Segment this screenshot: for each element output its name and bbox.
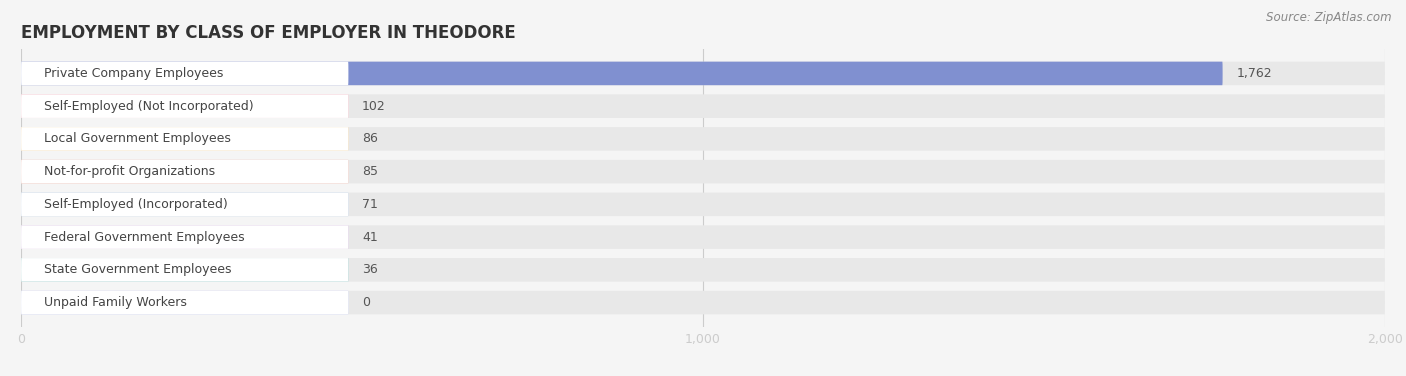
FancyBboxPatch shape bbox=[21, 258, 349, 282]
Text: Federal Government Employees: Federal Government Employees bbox=[44, 230, 245, 244]
Text: 86: 86 bbox=[363, 132, 378, 146]
Text: Source: ZipAtlas.com: Source: ZipAtlas.com bbox=[1267, 11, 1392, 24]
FancyBboxPatch shape bbox=[21, 193, 1385, 216]
FancyBboxPatch shape bbox=[21, 193, 349, 216]
FancyBboxPatch shape bbox=[21, 127, 349, 151]
FancyBboxPatch shape bbox=[21, 160, 349, 183]
FancyBboxPatch shape bbox=[21, 291, 349, 314]
Text: Unpaid Family Workers: Unpaid Family Workers bbox=[44, 296, 187, 309]
FancyBboxPatch shape bbox=[21, 62, 1223, 85]
Text: 36: 36 bbox=[363, 263, 378, 276]
FancyBboxPatch shape bbox=[21, 291, 1385, 314]
FancyBboxPatch shape bbox=[21, 160, 349, 183]
Text: Self-Employed (Not Incorporated): Self-Employed (Not Incorporated) bbox=[44, 100, 253, 113]
FancyBboxPatch shape bbox=[21, 225, 349, 249]
Text: 85: 85 bbox=[363, 165, 378, 178]
Text: EMPLOYMENT BY CLASS OF EMPLOYER IN THEODORE: EMPLOYMENT BY CLASS OF EMPLOYER IN THEOD… bbox=[21, 24, 516, 42]
Text: Not-for-profit Organizations: Not-for-profit Organizations bbox=[44, 165, 215, 178]
FancyBboxPatch shape bbox=[21, 258, 1385, 282]
Text: 1,762: 1,762 bbox=[1236, 67, 1272, 80]
FancyBboxPatch shape bbox=[21, 62, 349, 85]
Text: 102: 102 bbox=[363, 100, 385, 113]
FancyBboxPatch shape bbox=[21, 258, 349, 282]
FancyBboxPatch shape bbox=[21, 62, 1385, 85]
Text: 0: 0 bbox=[363, 296, 370, 309]
FancyBboxPatch shape bbox=[21, 225, 349, 249]
FancyBboxPatch shape bbox=[21, 127, 1385, 151]
FancyBboxPatch shape bbox=[21, 127, 349, 151]
Text: Private Company Employees: Private Company Employees bbox=[44, 67, 224, 80]
Text: 41: 41 bbox=[363, 230, 378, 244]
FancyBboxPatch shape bbox=[21, 225, 1385, 249]
Text: 71: 71 bbox=[363, 198, 378, 211]
FancyBboxPatch shape bbox=[21, 94, 1385, 118]
Text: State Government Employees: State Government Employees bbox=[44, 263, 232, 276]
FancyBboxPatch shape bbox=[21, 160, 1385, 183]
FancyBboxPatch shape bbox=[21, 94, 349, 118]
FancyBboxPatch shape bbox=[21, 291, 349, 314]
Text: Self-Employed (Incorporated): Self-Employed (Incorporated) bbox=[44, 198, 228, 211]
FancyBboxPatch shape bbox=[21, 193, 349, 216]
Text: Local Government Employees: Local Government Employees bbox=[44, 132, 231, 146]
FancyBboxPatch shape bbox=[21, 94, 349, 118]
